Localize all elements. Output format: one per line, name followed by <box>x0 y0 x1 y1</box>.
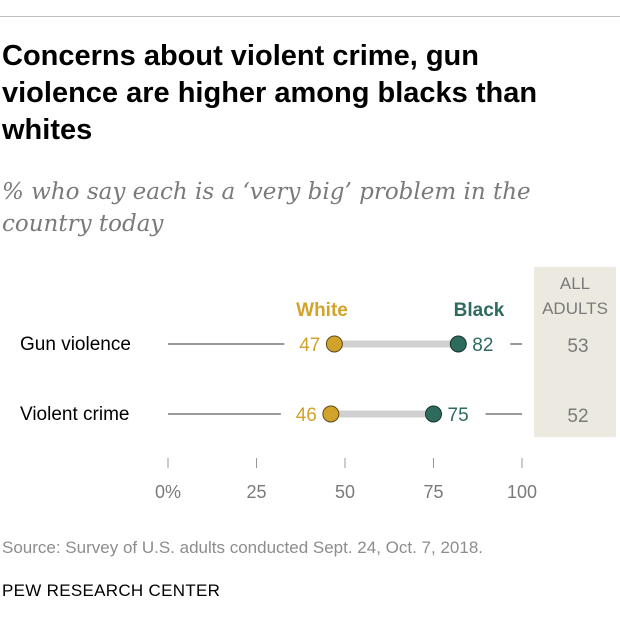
row-label-violent-crime: Violent crime <box>20 404 129 425</box>
x-tick-label-50: 50 <box>335 482 355 502</box>
dot-black-violent-crime <box>425 405 442 423</box>
dot-black-gun-violence <box>449 335 467 353</box>
dot-white-gun-violence <box>325 335 343 353</box>
value-label-black-violent-crime: 75 <box>448 405 469 426</box>
all-adults-value-gun-violence: 53 <box>567 336 588 357</box>
x-tick-label-0: 0% <box>155 482 181 502</box>
dot-chart: ALL ADULTS White Black Gun violence 47 82 53 Vio… <box>20 267 616 502</box>
all-adults-value-violent-crime: 52 <box>567 406 588 427</box>
legend-black: Black <box>454 300 505 321</box>
x-tick-label-100: 100 <box>507 482 537 502</box>
x-tick-label-25: 25 <box>246 482 266 502</box>
all-adults-header-1: ALL <box>560 274 590 293</box>
chart-title: Concerns about violent crime, gun violen… <box>2 40 538 146</box>
chart-subtitle: % who say each is a ‘very big’ problem i… <box>2 179 531 237</box>
all-adults-column-bg <box>534 267 616 437</box>
dot-white-violent-crime <box>322 405 340 423</box>
source-note: Source: Survey of U.S. adults conducted … <box>2 538 483 557</box>
all-adults-header-2: ADULTS <box>542 299 608 318</box>
value-label-white-violent-crime: 46 <box>296 405 317 426</box>
top-rule <box>0 16 620 17</box>
value-label-white-gun-violence: 47 <box>299 335 320 356</box>
legend-white: White <box>296 300 348 321</box>
x-tick-label-75: 75 <box>423 482 443 502</box>
row-label-gun-violence: Gun violence <box>20 334 131 355</box>
value-label-black-gun-violence: 82 <box>472 335 493 356</box>
organization-name: PEW RESEARCH CENTER <box>2 581 221 600</box>
